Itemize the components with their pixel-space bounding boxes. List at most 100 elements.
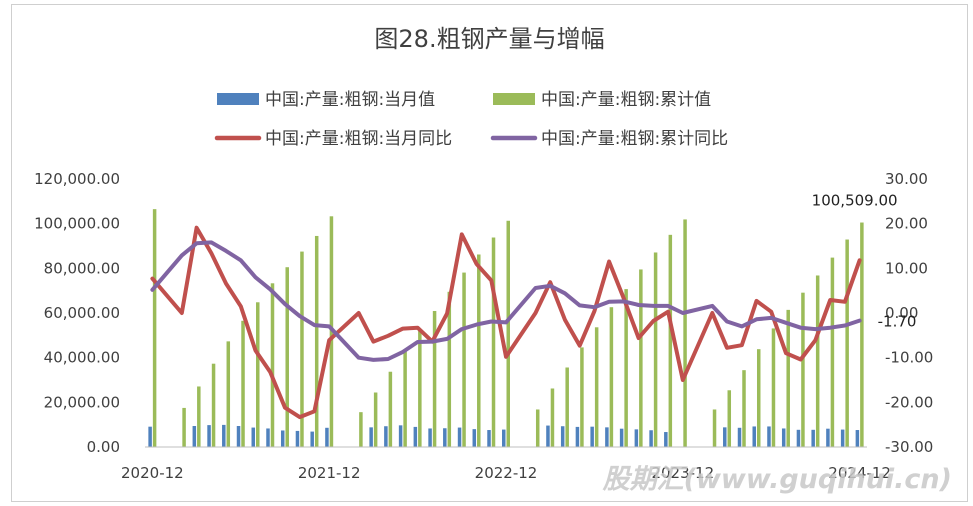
bar-cumulative-output — [786, 309, 790, 447]
left-axis-tick-label: 0.00 — [87, 438, 120, 456]
bar-monthly-output — [457, 427, 462, 447]
right-axis-tick-label: 10.00 — [885, 259, 928, 277]
left-axis-tick-label: 20,000.00 — [44, 393, 120, 411]
bar-cumulative-output — [668, 234, 673, 447]
bar-cumulative-output — [580, 347, 584, 447]
bar-monthly-output — [664, 432, 668, 447]
bar-cumulative-output — [241, 320, 245, 447]
x-axis-tick-label: 2023-12 — [651, 464, 714, 482]
bar-monthly-output — [546, 425, 550, 447]
bar-cumulative-output — [565, 367, 569, 447]
bar-monthly-output — [826, 428, 830, 447]
bar-cumulative-output — [727, 390, 732, 447]
bar-cumulative-output — [742, 370, 746, 447]
bar-cumulative-output — [860, 222, 864, 447]
bar-monthly-output — [605, 427, 609, 447]
left-axis-tick-label: 80,000.00 — [44, 259, 120, 277]
bar-monthly-output — [590, 426, 594, 447]
bar-cumulative-output — [477, 254, 481, 447]
bar-monthly-output — [487, 430, 491, 447]
bar-cumulative-output — [771, 328, 776, 447]
bar-monthly-output — [649, 430, 653, 447]
left-axis-tick-label: 100,000.00 — [34, 215, 120, 233]
bar-monthly-output — [192, 426, 197, 447]
bar-monthly-output — [502, 429, 506, 447]
bar-monthly-output — [575, 426, 580, 447]
chart-frame: 图28.粗钢产量与增幅 — [11, 4, 968, 502]
bar-cumulative-output — [300, 251, 304, 447]
bar-monthly-output — [384, 426, 388, 447]
bar-monthly-output — [767, 426, 771, 447]
bar-monthly-output — [781, 428, 786, 447]
bar-cumulative-output — [211, 363, 216, 447]
right-axis-tick-label: 30.00 — [885, 170, 928, 188]
bar-monthly-output — [266, 428, 270, 447]
legend-swatch — [493, 93, 535, 105]
bar-cumulative-output — [550, 388, 555, 447]
watermark-text: 股期汇(www.guqihui.cn) — [602, 464, 952, 495]
right-axis-tick-label: 20.00 — [885, 215, 928, 233]
x-axis-tick-label: 2022-12 — [475, 464, 538, 482]
right-axis-tick-label: -10.00 — [885, 349, 933, 367]
bar-monthly-output — [251, 427, 256, 447]
legend-swatch — [217, 93, 259, 105]
x-axis-tick-label: 2021-12 — [298, 464, 361, 482]
bar-monthly-output — [413, 426, 418, 447]
bar-monthly-output — [280, 430, 285, 447]
bar-monthly-output — [222, 424, 226, 447]
bar-cumulative-output — [801, 292, 805, 447]
bar-cumulative-output — [256, 302, 260, 447]
legend-label: 中国:产量:粗钢:当月值 — [265, 90, 435, 110]
bar-monthly-output — [840, 429, 845, 447]
right-axis-tick-label: 0.00 — [885, 304, 918, 322]
legend-label: 中国:产量:粗钢:累计值 — [541, 90, 711, 110]
bar-cumulative-output — [373, 392, 378, 447]
bar-monthly-output — [148, 426, 152, 447]
bar-monthly-output — [207, 425, 211, 447]
bar-monthly-output — [472, 429, 477, 447]
bar-cumulative-output — [815, 275, 820, 447]
bar-cumulative-output — [639, 269, 643, 447]
data-label-cumulative-yoy: -1.70 — [878, 313, 917, 331]
bar-cumulative-output — [712, 409, 717, 447]
bar-cumulative-output — [418, 329, 422, 447]
bar-cumulative-output — [506, 220, 510, 447]
bar-cumulative-output — [609, 307, 614, 447]
legend-label: 中国:产量:粗钢:当月同比 — [265, 129, 452, 149]
bar-cumulative-output — [756, 349, 761, 447]
bar-monthly-output — [796, 429, 801, 447]
bar-monthly-output — [811, 429, 815, 447]
bar-cumulative-output — [653, 252, 658, 447]
bar-cumulative-output — [359, 412, 363, 447]
bar-cumulative-output — [462, 272, 466, 447]
bar-monthly-output — [634, 429, 639, 447]
bar-cumulative-output — [594, 327, 599, 447]
bar-monthly-output — [723, 427, 727, 447]
bar-monthly-output — [398, 425, 403, 447]
bar-cumulative-output — [830, 257, 835, 447]
left-axis-tick-label: 60,000.00 — [44, 304, 120, 322]
bar-monthly-output — [560, 426, 565, 447]
data-label-cumulative: 100,509.00 — [812, 192, 898, 210]
bar-cumulative-output — [197, 386, 201, 447]
bar-monthly-output — [752, 426, 756, 447]
line-monthly-yoy — [150, 225, 862, 420]
bar-cumulative-output — [182, 407, 186, 447]
bar-monthly-output — [443, 428, 447, 447]
right-axis-tick-label: -20.00 — [885, 393, 933, 411]
left-axis-tick-label: 40,000.00 — [44, 349, 120, 367]
bar-cumulative-output — [447, 291, 452, 447]
bar-cumulative-output — [535, 409, 540, 447]
bar-monthly-output — [737, 427, 742, 447]
right-axis-tick-label: -30.00 — [885, 438, 933, 456]
legend-label: 中国:产量:粗钢:累计同比 — [541, 129, 728, 149]
bar-cumulative-output — [624, 289, 628, 447]
bar-monthly-output — [236, 426, 241, 447]
bar-cumulative-output — [152, 209, 157, 447]
bar-monthly-output — [310, 431, 314, 447]
bar-cumulative-output — [285, 267, 289, 447]
bar-cumulative-output — [403, 350, 407, 447]
bar-monthly-output — [325, 427, 329, 447]
bar-cumulative-output — [845, 239, 849, 447]
